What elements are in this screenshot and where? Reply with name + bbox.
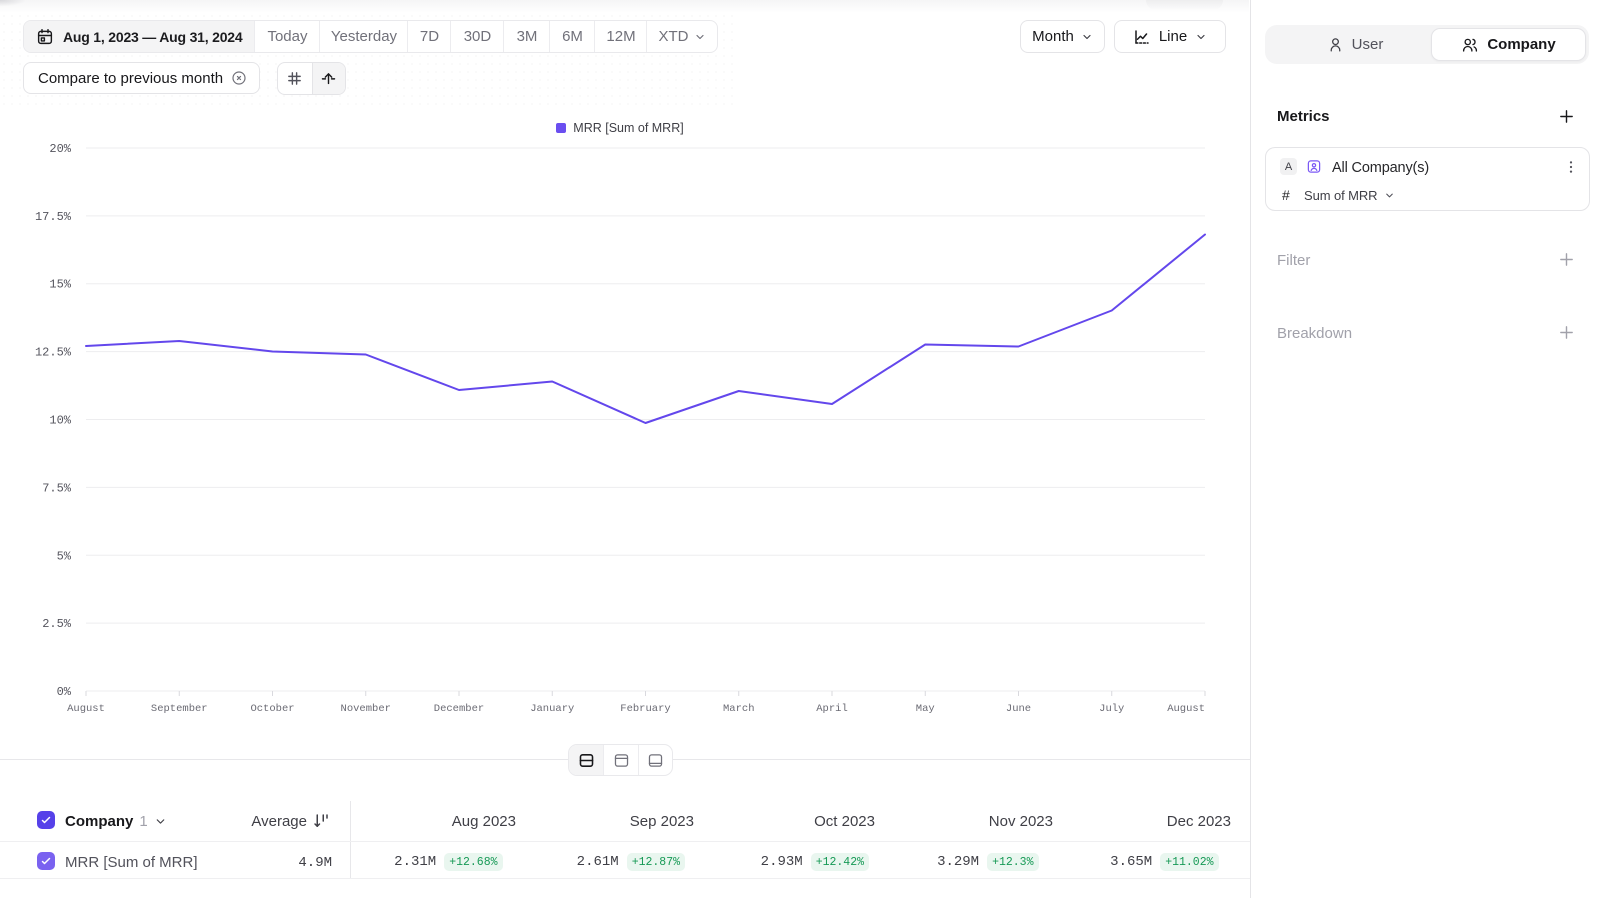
- svg-text:10%: 10%: [49, 414, 71, 428]
- svg-text:November: November: [341, 703, 391, 715]
- svg-text:12.5%: 12.5%: [35, 346, 72, 360]
- svg-text:7.5%: 7.5%: [42, 481, 72, 495]
- svg-text:August: August: [1167, 703, 1205, 715]
- svg-text:March: March: [723, 703, 755, 715]
- svg-text:February: February: [620, 703, 670, 715]
- svg-text:October: October: [250, 703, 294, 715]
- svg-text:17.5%: 17.5%: [35, 210, 72, 224]
- svg-text:May: May: [916, 703, 935, 715]
- svg-text:December: December: [434, 703, 484, 715]
- svg-text:August: August: [67, 703, 105, 715]
- svg-text:15%: 15%: [49, 278, 71, 292]
- svg-text:2.5%: 2.5%: [42, 617, 72, 631]
- svg-text:5%: 5%: [57, 549, 72, 563]
- svg-text:0%: 0%: [57, 685, 72, 699]
- svg-text:June: June: [1006, 703, 1031, 715]
- svg-text:April: April: [816, 703, 848, 715]
- svg-text:January: January: [530, 703, 574, 715]
- svg-text:September: September: [151, 703, 208, 715]
- svg-text:July: July: [1099, 703, 1124, 715]
- svg-text:20%: 20%: [49, 142, 71, 156]
